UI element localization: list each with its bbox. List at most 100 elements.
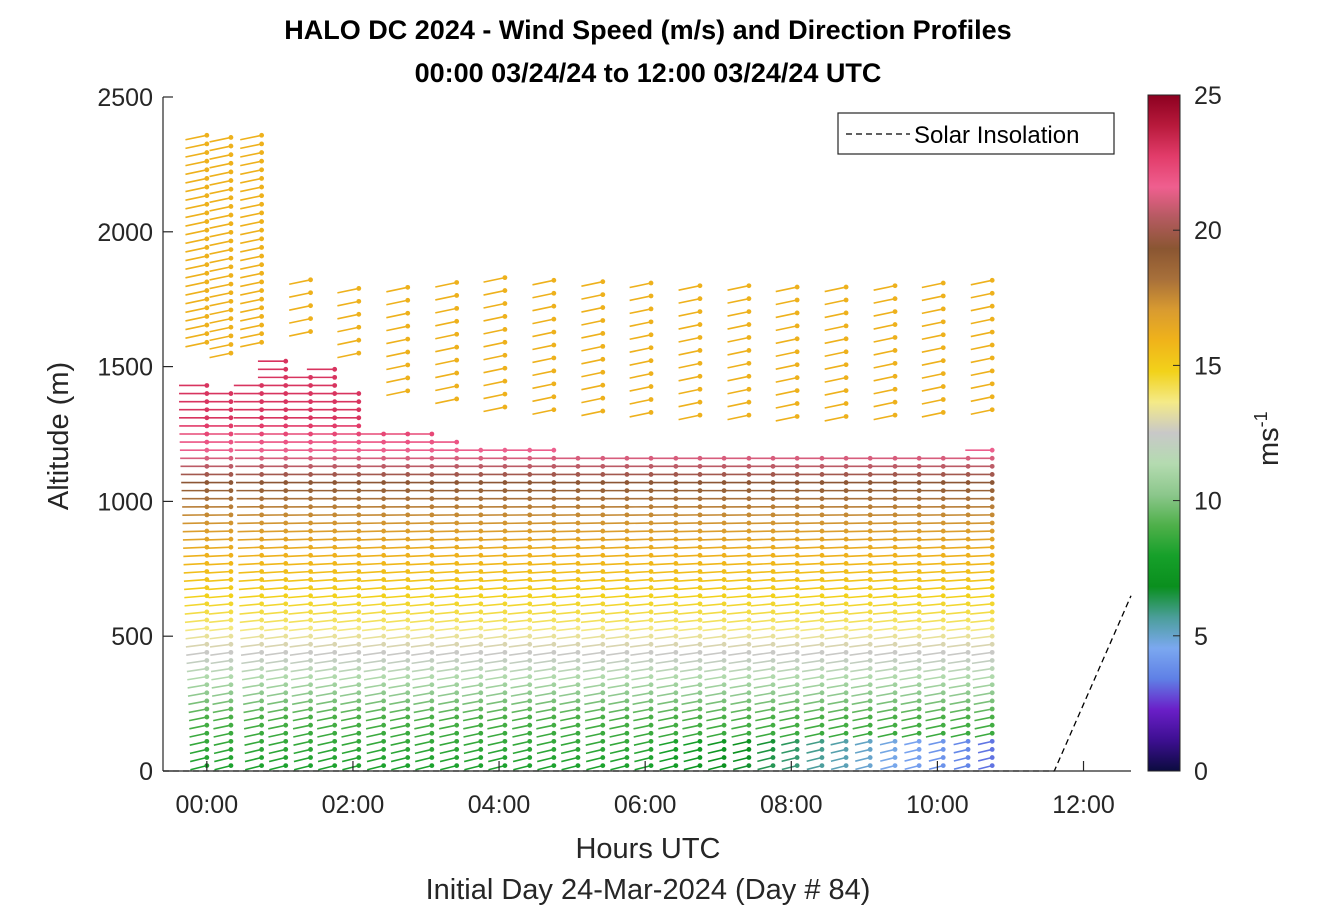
wind-barb-head-336 xyxy=(332,666,337,671)
wind-barb-935 xyxy=(631,669,651,672)
wind-barb-head-698 xyxy=(503,340,508,345)
wind-barb-head-1329 xyxy=(868,763,873,768)
wind-barb-head-764 xyxy=(551,601,556,606)
wind-barb-head-980 xyxy=(673,707,678,712)
wind-barb-head-1475 xyxy=(941,618,946,623)
wind-barb-head-542 xyxy=(429,585,434,590)
wind-barb-head-1111 xyxy=(747,682,752,687)
wind-barb-head-847 xyxy=(600,658,605,663)
wind-barb-169 xyxy=(239,580,262,582)
wind-barb-head-1154 xyxy=(771,739,776,744)
wind-barb-484 xyxy=(387,644,408,647)
wind-barb-1069 xyxy=(706,709,724,712)
wind-barb-head-1505 xyxy=(941,294,946,299)
wind-barb-1531 xyxy=(945,571,968,572)
wind-barb-565 xyxy=(440,741,457,745)
wind-barb-head-334 xyxy=(332,682,337,687)
wind-barb-head-1051 xyxy=(698,413,703,418)
wind-barb-1475 xyxy=(921,620,943,622)
wind-barb-985 xyxy=(656,669,676,672)
wind-barb-head-876 xyxy=(600,370,605,375)
wind-barb-21 xyxy=(184,596,206,598)
wind-barb-1160 xyxy=(754,693,773,696)
wind-barb-907 xyxy=(604,580,627,582)
wind-barb-head-676 xyxy=(503,577,508,582)
wind-barb-head-200 xyxy=(259,288,264,293)
wind-barb-head-394 xyxy=(356,601,361,606)
wind-barb-head-1337 xyxy=(868,699,873,704)
wind-barb-head-143 xyxy=(229,152,234,157)
wind-barb-head-620 xyxy=(478,707,483,712)
wind-barb-1177 xyxy=(750,555,773,556)
wind-barb-422 xyxy=(337,340,358,344)
wind-barb-1088 xyxy=(701,555,724,556)
wind-barb-1038 xyxy=(676,555,699,556)
legend[interactable]: Solar Insolation xyxy=(838,113,1114,154)
wind-barb-head-837 xyxy=(600,739,605,744)
legend-label: Solar Insolation xyxy=(914,122,1079,149)
wind-barb-head-1414 xyxy=(893,322,898,327)
wind-barb-head-1373 xyxy=(893,723,898,728)
wind-barb-head-93 xyxy=(229,601,234,606)
wind-barb-1154 xyxy=(757,741,773,745)
wind-barb-head-290 xyxy=(308,601,313,606)
wind-barb-head-1297 xyxy=(844,618,849,623)
wind-barb-1091 xyxy=(700,531,724,532)
wind-barb-719 xyxy=(509,644,530,647)
wind-barb-head-135 xyxy=(229,221,234,226)
wind-barb-head-714 xyxy=(527,682,532,687)
wind-barb-792 xyxy=(532,306,553,310)
wind-barb-head-1500 xyxy=(941,358,946,363)
wind-barb-324 xyxy=(318,766,334,770)
wind-barb-head-1016 xyxy=(698,731,703,736)
wind-barb-229 xyxy=(267,685,286,688)
wind-barb-head-110 xyxy=(229,464,234,469)
wind-barb-442 xyxy=(363,644,384,647)
solar-insolation-layer xyxy=(163,596,1131,771)
wind-barb-1156 xyxy=(756,725,774,729)
wind-barb-498 xyxy=(384,531,408,532)
wind-barb-529 xyxy=(413,693,432,696)
wind-barb-1164 xyxy=(753,660,773,663)
wind-barb-head-1596 xyxy=(990,278,995,283)
y-tick-label: 1000 xyxy=(97,488,153,516)
wind-barb-1303 xyxy=(823,571,846,572)
wind-barb-1074 xyxy=(704,669,724,672)
wind-barb-head-1511 xyxy=(966,731,971,736)
wind-barb-1209 xyxy=(775,612,797,614)
wind-barb-1513 xyxy=(950,717,968,721)
wind-barb-845 xyxy=(583,677,603,680)
wind-barb-59 xyxy=(185,247,206,251)
wind-barb-1528 xyxy=(946,596,968,598)
wind-barb-1171 xyxy=(751,604,773,606)
wind-barb-1319 xyxy=(825,404,846,408)
wind-barb-209 xyxy=(240,213,261,217)
wind-barb-424 xyxy=(337,314,358,318)
wind-barb-134 xyxy=(210,232,231,236)
wind-barb-head-967 xyxy=(649,345,654,350)
wind-barb-286 xyxy=(289,636,310,639)
wind-barb-1484 xyxy=(920,547,944,548)
wind-barb-1163 xyxy=(753,669,773,672)
wind-barb-337 xyxy=(314,660,334,663)
wind-barb-151 xyxy=(244,725,262,729)
wind-barb-341 xyxy=(313,628,335,630)
wind-barb-981 xyxy=(657,701,675,704)
wind-barb-head-517 xyxy=(405,311,410,316)
wind-barb-696 xyxy=(484,368,505,372)
wind-barb-head-1151 xyxy=(771,763,776,768)
wind-barb-353 xyxy=(311,531,335,532)
wind-barb-1162 xyxy=(753,677,773,680)
wind-barb-head-1413 xyxy=(893,335,898,340)
wind-barb-1384 xyxy=(874,636,895,639)
wind-barb-head-229 xyxy=(283,682,288,687)
wind-barb-710 xyxy=(512,717,530,721)
wind-barb-head-388 xyxy=(356,650,361,655)
wind-barb-head-1166 xyxy=(771,642,776,647)
wind-barb-896 xyxy=(607,669,627,672)
wind-barb-head-1116 xyxy=(747,642,752,647)
wind-barb-head-566 xyxy=(454,731,459,736)
wind-barb-681 xyxy=(481,539,505,540)
wind-barb-147 xyxy=(245,758,262,762)
wind-barb-head-1014 xyxy=(698,747,703,752)
